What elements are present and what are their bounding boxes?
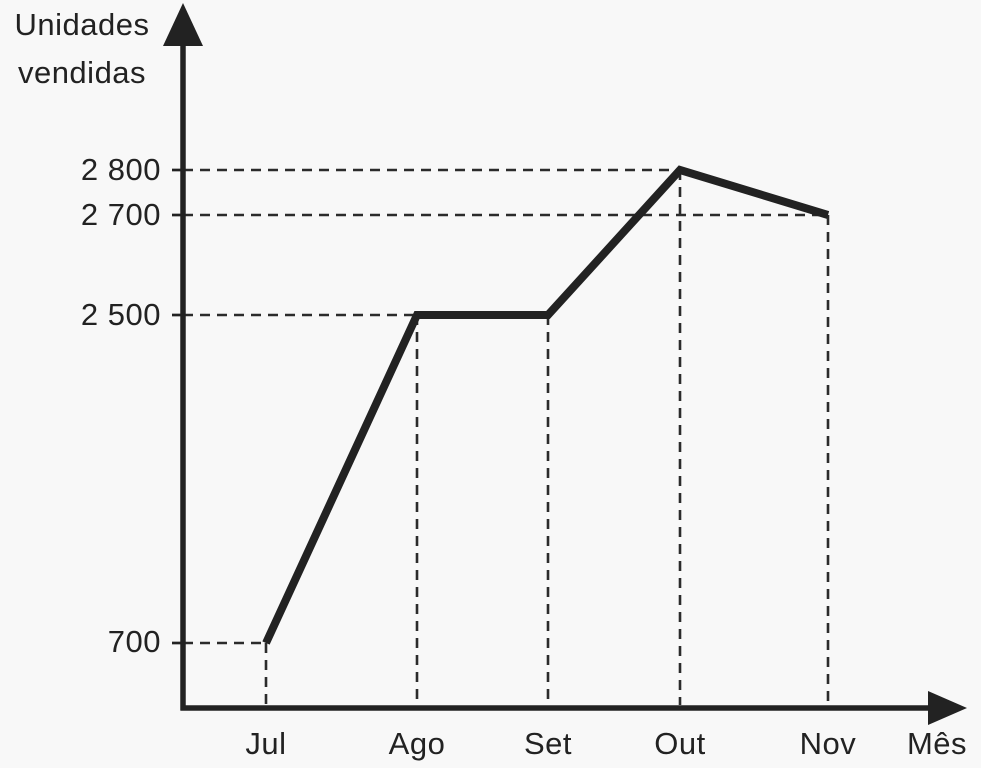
x-tick-label-nov: Nov bbox=[799, 726, 857, 761]
y-axis-title-line1: Unidades bbox=[14, 7, 150, 42]
x-tick-label-out: Out bbox=[654, 726, 706, 761]
y-tick-label-2700: 2 700 bbox=[80, 197, 161, 232]
x-tick-label-ago: Ago bbox=[388, 726, 446, 761]
x-axis-title: Mês bbox=[906, 726, 968, 761]
y-axis-title: Unidades vendidas bbox=[2, 1, 162, 97]
y-axis-title-line2: vendidas bbox=[17, 55, 147, 90]
y-tick-label-700: 700 bbox=[107, 624, 161, 659]
x-tick-label-jul: Jul bbox=[245, 726, 287, 761]
y-tick-label-2500: 2 500 bbox=[80, 297, 161, 332]
y-axis-arrow-icon bbox=[163, 3, 203, 46]
x-tick-label-set: Set bbox=[523, 726, 573, 761]
y-tick-label-2800: 2 800 bbox=[80, 152, 161, 187]
x-axis-arrow-icon bbox=[928, 691, 967, 725]
units-sold-line bbox=[262, 165, 830, 645]
